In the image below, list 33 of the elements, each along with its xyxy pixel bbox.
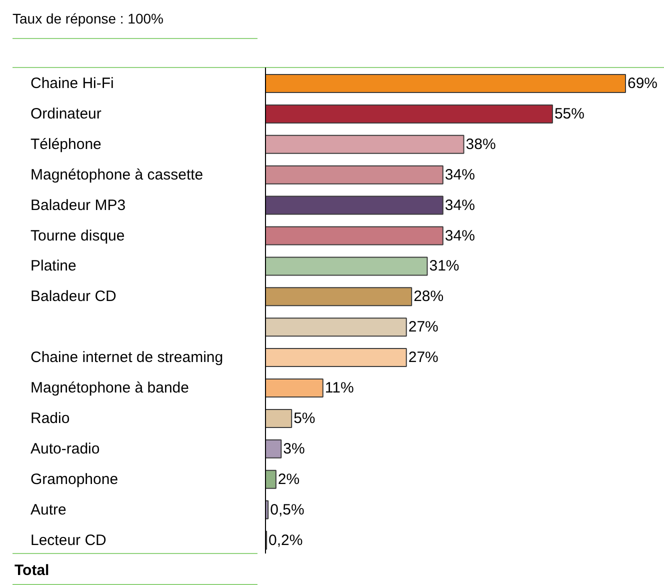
y-tick-label: Baladeur CD: [30, 288, 117, 306]
data-label: 0,2%: [268, 532, 303, 549]
data-label: 5%: [294, 410, 316, 427]
data-label: 27%: [408, 349, 438, 366]
y-tick-label: Radio: [30, 410, 70, 427]
data-label: 38%: [466, 136, 496, 153]
y-tick-label: Platine: [30, 258, 76, 275]
y-tick-label: Tourne disque: [30, 227, 125, 244]
y-tick-label: Auto-radio: [30, 440, 100, 458]
y-tick-label: Magnétophone à bande: [30, 380, 189, 396]
data-label: 27%: [408, 318, 438, 336]
y-tick-label: Autre: [30, 501, 66, 518]
y-tick-label: Chaine Hi-Fi: [30, 75, 114, 92]
y-tick-label: Chaine internet de streaming: [30, 349, 224, 366]
data-label: 2%: [278, 470, 300, 488]
text: Taux de réponse : 100%: [12, 10, 164, 26]
text: Total: [14, 562, 50, 579]
data-label: 3%: [283, 440, 305, 458]
data-label: 55%: [554, 105, 584, 122]
data-label: 69%: [628, 75, 658, 92]
y-tick-label: Téléphone: [30, 136, 102, 153]
y-tick-label: Gramophone: [30, 470, 118, 488]
data-label: 34%: [444, 227, 475, 244]
y-tick-label: Magnétophone à cassette: [30, 166, 204, 184]
data-label: 11%: [324, 380, 354, 396]
data-label: 0,5%: [270, 501, 304, 518]
data-label: 34%: [444, 196, 475, 214]
y-tick-label: Baladeur MP3: [30, 196, 126, 214]
data-label: 31%: [429, 258, 460, 275]
data-label: 28%: [414, 288, 444, 306]
data-label: 34%: [444, 166, 475, 184]
y-tick-label: Lecteur CD: [30, 532, 107, 549]
y-tick-label: Ordinateur: [30, 105, 102, 122]
